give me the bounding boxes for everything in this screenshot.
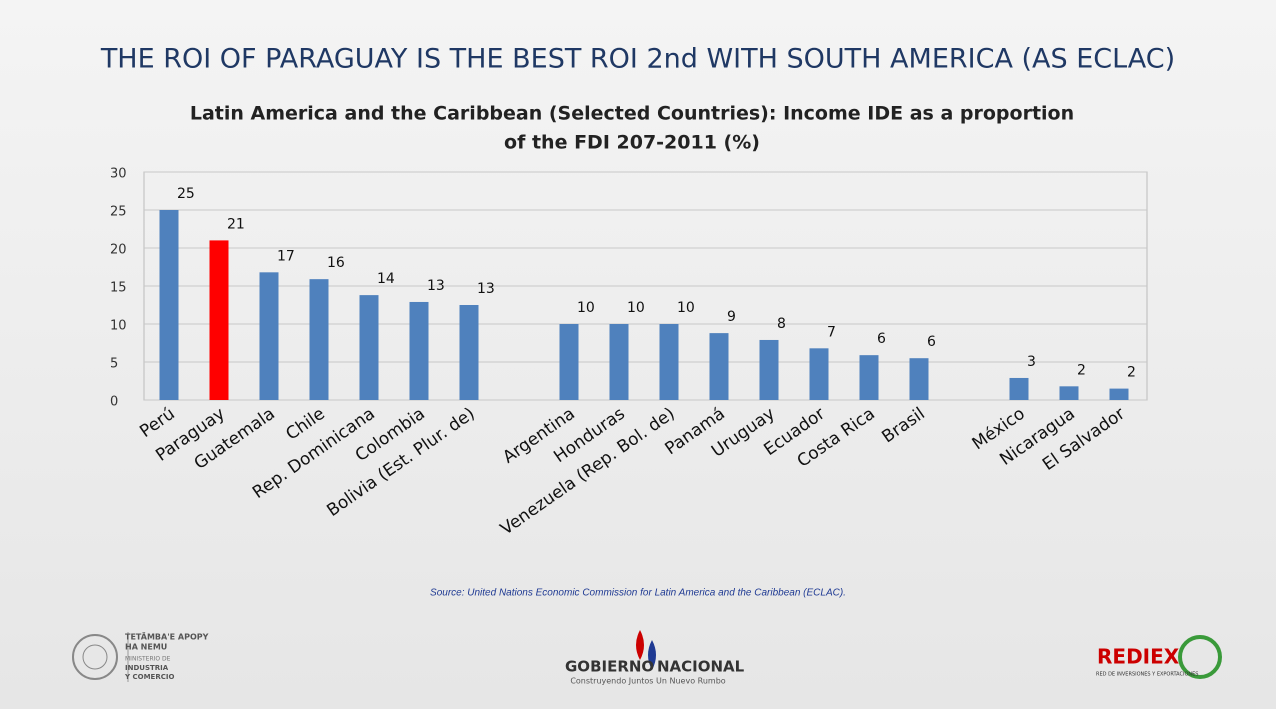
logo-text: NACIONAL — [657, 658, 745, 676]
bar — [309, 279, 329, 400]
chart-subtitle: Latin America and the Caribbean (Selecte… — [190, 103, 1074, 125]
y-tick-label: 5 — [110, 357, 118, 372]
y-tick-label: 0 — [110, 395, 118, 410]
logo-text: Y COMERCIO — [124, 673, 174, 681]
value-label: 9 — [727, 309, 736, 325]
logo-text: RED DE INVERSIONES Y EXPORTACIONES — [1096, 672, 1198, 678]
bar — [259, 272, 279, 400]
value-label: 6 — [927, 334, 936, 350]
logo-text: Construyendo Juntos Un Nuevo Rumbo — [570, 677, 725, 686]
logo-text: REDIEX — [1097, 645, 1180, 669]
value-label: 16 — [327, 255, 345, 271]
value-label: 25 — [177, 186, 195, 202]
bar — [559, 324, 579, 400]
bar — [609, 324, 629, 400]
bar — [759, 339, 779, 400]
value-label: 14 — [377, 271, 395, 287]
seal — [82, 644, 108, 670]
left-logo: TETÃMBA'E APOPY HA NEMU MINISTERIO DE IN… — [72, 632, 209, 682]
bar — [159, 210, 179, 400]
bar — [859, 355, 879, 400]
y-tick-label: 10 — [110, 319, 127, 334]
logo-text: MINISTERIO DE — [125, 656, 171, 663]
value-label: 10 — [627, 300, 645, 316]
value-label: 3 — [1027, 354, 1036, 370]
value-label: 13 — [477, 281, 495, 297]
y-tick-label: 20 — [110, 243, 127, 258]
logo-text: INDUSTRIA — [125, 664, 169, 672]
value-label: 17 — [277, 248, 295, 264]
value-label: 7 — [827, 324, 836, 340]
logo-text: HA NEMU — [125, 643, 167, 652]
logo-text: GOBIERNO — [565, 658, 654, 676]
bar — [1109, 388, 1129, 400]
bar — [909, 358, 929, 400]
value-label: 8 — [777, 316, 786, 332]
source: Source: United Nations Economic Commissi… — [430, 588, 846, 599]
y-tick-label: 15 — [110, 281, 127, 296]
value-label: 13 — [427, 278, 445, 294]
seal — [72, 634, 118, 680]
value-label: 2 — [1077, 362, 1086, 378]
bar — [709, 333, 729, 400]
slide-title: THE ROI OF PARAGUAY IS THE BEST ROI 2nd … — [100, 44, 1175, 75]
logo-text: TETÃMBA'E APOPY — [125, 632, 209, 642]
bar — [809, 348, 829, 400]
center-logo: GOBIERNO NACIONAL Construyendo Juntos Un… — [565, 630, 745, 686]
bar — [659, 324, 679, 400]
y-tick-label: 25 — [110, 205, 127, 220]
bar — [409, 301, 429, 400]
logo-mark — [1178, 635, 1222, 679]
x-tick-label: Brasil — [878, 404, 928, 448]
logo-mark — [636, 630, 644, 660]
bar — [1009, 377, 1029, 400]
bar — [1059, 386, 1079, 400]
bar — [209, 240, 229, 400]
value-label: 10 — [677, 300, 695, 316]
chart-subtitle: of the FDI 207-2011 (%) — [504, 132, 760, 154]
value-label: 21 — [227, 216, 245, 232]
value-label: 6 — [877, 331, 886, 347]
value-label: 10 — [577, 300, 595, 316]
right-logo: REDIEX RED DE INVERSIONES Y EXPORTACIONE… — [1096, 635, 1222, 679]
value-label: 2 — [1127, 365, 1136, 381]
bar — [359, 295, 379, 400]
y-tick-label: 30 — [110, 167, 127, 182]
logo-mark — [648, 640, 656, 670]
bar — [459, 305, 479, 400]
